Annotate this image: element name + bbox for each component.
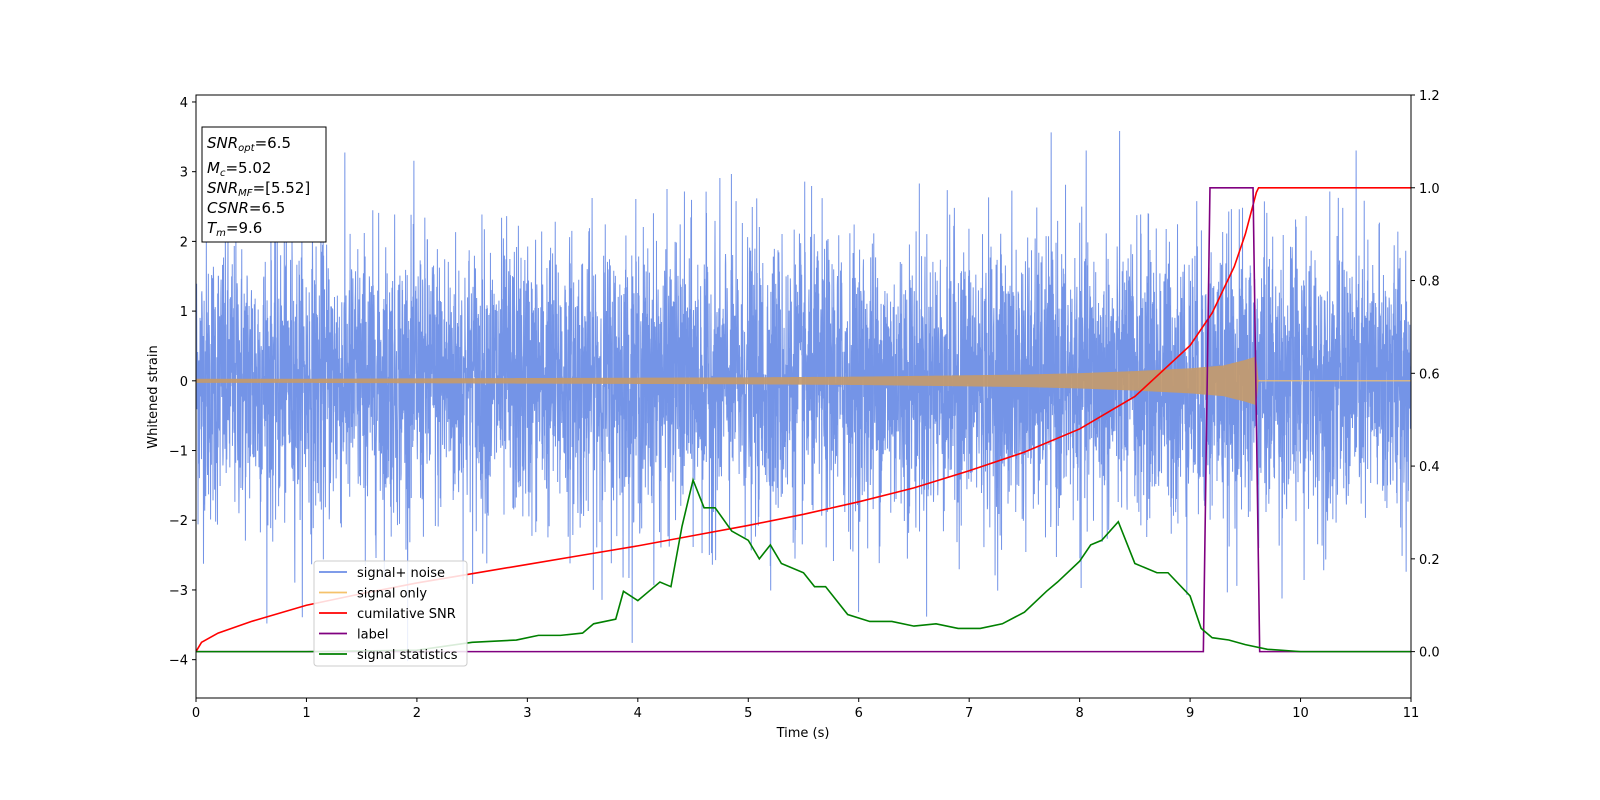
x-tick-label: 4 bbox=[634, 706, 642, 721]
y2-tick-label: 0.4 bbox=[1419, 460, 1440, 475]
x-tick-label: 5 bbox=[744, 706, 752, 721]
info-mc: Mc=5.02 bbox=[207, 159, 271, 179]
y2-tick-label: 1.2 bbox=[1419, 89, 1440, 104]
info-box: SNRopt=6.5 Mc=5.02 SNRMF=[5.52] CSNR=6.5… bbox=[201, 126, 327, 243]
info-snr-mf: SNRMF=[5.52] bbox=[207, 179, 310, 199]
x-tick-label: 6 bbox=[855, 706, 863, 721]
y2-tick-label: 0.8 bbox=[1419, 275, 1440, 290]
x-tick-label: 10 bbox=[1292, 706, 1309, 721]
x-axis-label: Time (s) bbox=[776, 726, 830, 741]
legend-label-text: label bbox=[357, 628, 388, 643]
plot-frame bbox=[195, 94, 1412, 699]
legend-frame bbox=[313, 560, 468, 667]
series-signal-noise bbox=[196, 131, 1411, 662]
y2-tick-label: 0.0 bbox=[1419, 646, 1440, 661]
legend-signal-noise-text: signal+ noise bbox=[357, 566, 445, 581]
info-tm: Tm=9.6 bbox=[207, 219, 262, 239]
y-axis-label: Whitened strain bbox=[146, 345, 161, 448]
info-csnr: CSNR=6.5 bbox=[207, 199, 285, 217]
x-tick-label: 7 bbox=[965, 706, 973, 721]
y-tick-label: −2 bbox=[169, 514, 188, 529]
legend-signal-only-text: signal only bbox=[357, 587, 427, 602]
series-label bbox=[196, 186, 1411, 653]
x-tick-label: 0 bbox=[192, 706, 200, 721]
series-signal-only bbox=[196, 356, 1411, 406]
y-tick-label: 4 bbox=[180, 96, 188, 111]
y-tick-label: −3 bbox=[169, 584, 188, 599]
y-tick-label: −4 bbox=[169, 654, 188, 669]
y-tick-label: 3 bbox=[180, 166, 188, 181]
ticks-layer: 0 1 2 3 4 5 6 7 8 9 10 11 −4 −3 −2 −1 0 1 2 3 4 0.0 0.2 0.4 0.6 0… bbox=[169, 89, 1440, 721]
series-signal-statistics bbox=[196, 477, 1411, 653]
y-tick-label: 0 bbox=[180, 375, 188, 390]
y-tick-label: 2 bbox=[180, 235, 188, 250]
y2-tick-label: 1.0 bbox=[1419, 182, 1440, 197]
info-box-frame bbox=[201, 126, 327, 243]
x-tick-label: 8 bbox=[1075, 706, 1083, 721]
legend: signal+ noise signal only cumilative SNR la… bbox=[313, 560, 468, 667]
info-snr-opt: SNRopt=6.5 bbox=[207, 134, 291, 154]
x-tick-label: 3 bbox=[523, 706, 531, 721]
y2-tick-label: 0.2 bbox=[1419, 553, 1440, 568]
legend-cumilative-snr-text: cumilative SNR bbox=[357, 607, 456, 622]
x-tick-label: 9 bbox=[1186, 706, 1194, 721]
x-tick-label: 1 bbox=[302, 706, 310, 721]
legend-signal-statistics-text: signal statistics bbox=[357, 648, 458, 663]
x-tick-label: 11 bbox=[1403, 706, 1420, 721]
x-tick-label: 2 bbox=[413, 706, 421, 721]
y-tick-label: 1 bbox=[180, 305, 188, 320]
y2-tick-label: 0.6 bbox=[1419, 367, 1440, 382]
y-tick-label: −1 bbox=[169, 445, 188, 460]
